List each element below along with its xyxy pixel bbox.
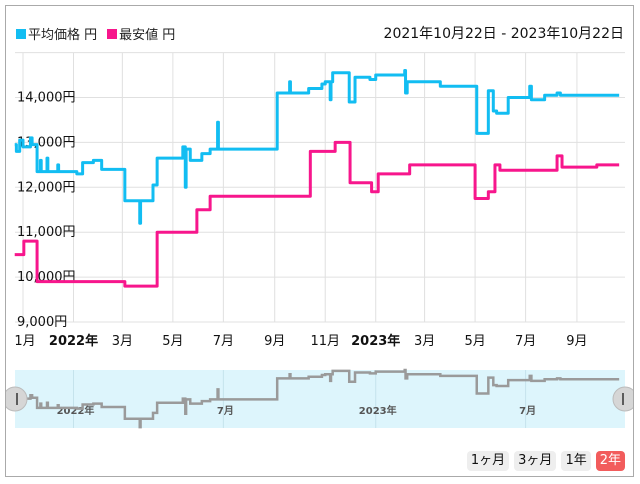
frame-mask <box>634 380 640 420</box>
navigator-background <box>15 370 625 428</box>
legend-label: 平均価格 円 <box>28 28 98 43</box>
x-tick-label: 3月 <box>414 334 435 349</box>
legend-item-lowest[interactable]: 最安値 円 <box>107 24 175 43</box>
y-tick-label: 9,000円 <box>17 315 67 330</box>
range-1-month-button[interactable]: 1ヶ月 <box>466 451 510 471</box>
navigator-label: 2022年 <box>57 404 95 417</box>
x-tick-label: 5月 <box>162 334 183 349</box>
navigator-left-handle[interactable] <box>2 386 28 412</box>
x-tick-label: 3月 <box>112 334 133 349</box>
legend-item-average[interactable]: 平均価格 円 <box>16 24 97 43</box>
navigator-label: 2023年 <box>359 404 397 417</box>
average-swatch <box>16 28 26 39</box>
navigator-series <box>14 368 620 429</box>
y-tick-label: 12,000円 <box>17 180 76 195</box>
navigator-label: 7月 <box>519 405 536 417</box>
x-tick-label: 7月 <box>515 334 536 349</box>
x-tick-label: 9月 <box>566 334 587 349</box>
average-price-line <box>14 69 620 225</box>
range-2-year-button[interactable]: 2年 <box>595 451 625 471</box>
y-tick-label: 14,000円 <box>17 91 76 106</box>
range-3-month-button[interactable]: 3ヶ月 <box>514 451 557 471</box>
lowest-swatch <box>107 28 118 39</box>
legend: 平均価格 円 最安値 円 <box>16 24 175 43</box>
x-tick-label: 2022年 <box>49 333 98 349</box>
navigator-label: 7月 <box>217 405 234 417</box>
x-tick-label: 7月 <box>213 334 234 349</box>
chart-frame <box>5 5 634 477</box>
frame-mask <box>0 380 6 420</box>
x-tick-label: 1月 <box>14 334 35 349</box>
x-tick-label: 2023年 <box>351 333 400 349</box>
range-selector: 1ヶ月 3ヶ月 1年 2年 <box>466 451 625 471</box>
x-tick-label: 9月 <box>264 334 285 349</box>
x-tick-label: 11月 <box>310 334 340 349</box>
range-1-year-button[interactable]: 1年 <box>561 451 591 471</box>
legend-label: 最安値 円 <box>119 28 176 43</box>
x-tick-label: 5月 <box>464 334 485 349</box>
lowest-price-line <box>14 140 620 288</box>
y-tick-label: 11,000円 <box>17 225 76 240</box>
date-range: 2021年10月22日 - 2023年10月22日 <box>383 26 624 42</box>
